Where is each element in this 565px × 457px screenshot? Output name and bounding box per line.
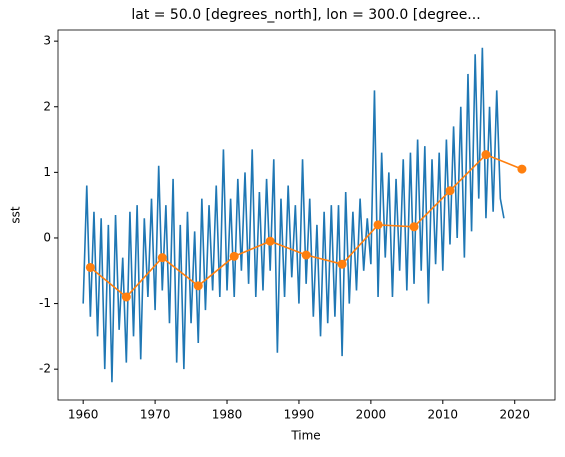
point — [481, 150, 491, 160]
x-axis-label: Time — [290, 429, 320, 443]
x-tick-label: 1970 — [140, 408, 171, 422]
point — [337, 259, 347, 269]
x-tick-label: 2010 — [428, 408, 459, 422]
point — [157, 253, 167, 263]
point — [121, 292, 131, 302]
x-tick-label: 2020 — [499, 408, 530, 422]
plot-frame — [57, 29, 556, 401]
y-tick-label: 3 — [43, 34, 51, 48]
x-tick-label: 1990 — [284, 408, 315, 422]
x-tick-label: 1980 — [212, 408, 243, 422]
y-tick-label: -2 — [39, 362, 51, 376]
series-line — [82, 47, 505, 383]
x-tick-label: 2000 — [356, 408, 387, 422]
point — [445, 186, 455, 196]
y-tick-label: -1 — [39, 296, 51, 310]
point — [373, 220, 383, 230]
chart-title: lat = 50.0 [degrees_north], lon = 300.0 … — [131, 7, 480, 23]
y-axis-label: sst — [9, 206, 23, 224]
y-tick-label: 2 — [43, 99, 51, 113]
y-tick-label: 1 — [43, 165, 51, 179]
point — [85, 262, 95, 272]
y-tick-label: 0 — [43, 230, 51, 244]
point — [265, 236, 275, 246]
point — [193, 281, 203, 291]
x-tick-label: 1960 — [68, 408, 99, 422]
point — [517, 164, 527, 174]
point — [229, 251, 239, 261]
point — [409, 222, 419, 232]
point — [301, 250, 311, 260]
